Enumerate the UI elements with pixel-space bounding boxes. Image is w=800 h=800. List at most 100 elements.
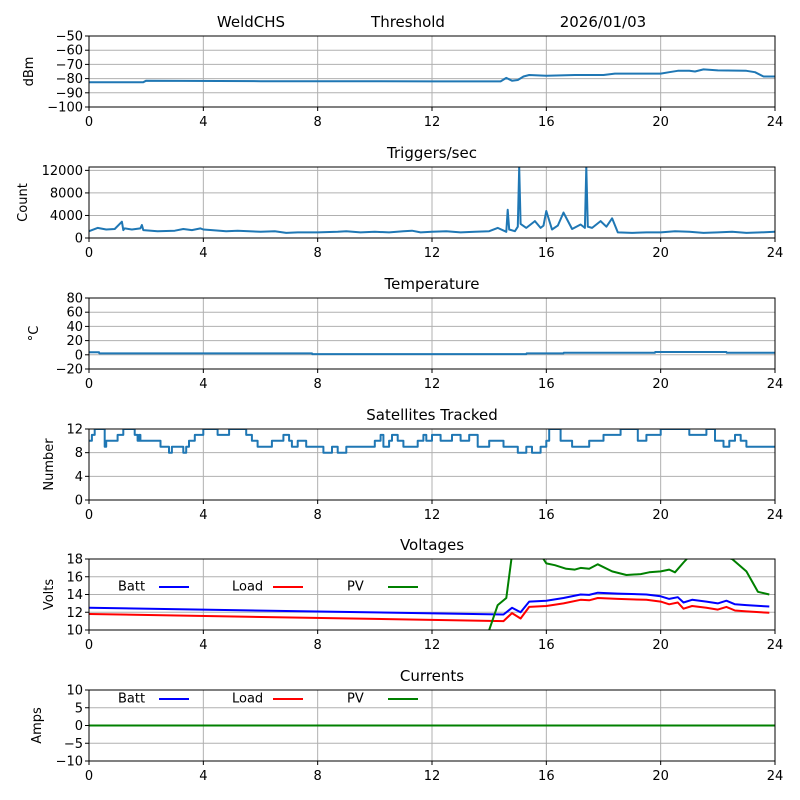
x-tick-label: 12 <box>424 638 441 653</box>
y-tick-label: 80 <box>66 292 83 307</box>
series-line-batt <box>89 591 770 616</box>
x-tick-label: 20 <box>652 377 669 392</box>
x-tick-label: 8 <box>314 115 322 130</box>
x-tick-label: 0 <box>85 508 93 523</box>
y-tick-label: 12000 <box>42 164 83 179</box>
y-tick-label: −70 <box>56 58 83 73</box>
y-tick-label: 8000 <box>50 186 83 201</box>
y-axis-label: Number <box>42 438 57 491</box>
x-tick-label: 20 <box>652 508 669 523</box>
x-tick-label: 12 <box>424 769 441 784</box>
x-tick-label: 24 <box>767 246 784 261</box>
y-tick-label: −10 <box>56 755 83 770</box>
y-tick-label: 4 <box>75 470 83 485</box>
series-line-satellites <box>89 429 775 454</box>
legend-label-load: Load <box>232 692 263 707</box>
x-tick-label: 24 <box>767 508 784 523</box>
y-tick-label: 5 <box>75 701 83 716</box>
y-axis-label: °C <box>27 326 42 342</box>
chart-panel-4: 0 4 8 12 16 20 24 18 16 14 12 10 Voltages Volts Batt Lo… <box>42 536 783 653</box>
y-tick-label: −90 <box>56 86 83 101</box>
chart-title: Temperature <box>383 275 479 293</box>
y-axis-label: Volts <box>42 579 57 611</box>
x-tick-label: 0 <box>85 638 93 653</box>
y-tick-label: −60 <box>56 44 83 59</box>
y-tick-label: 10 <box>66 624 83 639</box>
x-tick-label: 24 <box>767 638 784 653</box>
series-line-dbm <box>89 68 775 84</box>
y-tick-label: 0 <box>75 494 83 509</box>
x-tick-label: 20 <box>652 246 669 261</box>
y-tick-label: 12 <box>66 606 83 621</box>
y-tick-label: −50 <box>56 30 83 45</box>
x-tick-label: 0 <box>85 246 93 261</box>
x-tick-label: 4 <box>199 115 207 130</box>
x-tick-label: 16 <box>538 638 555 653</box>
x-tick-label: 4 <box>199 638 207 653</box>
y-tick-label: 0 <box>75 719 83 734</box>
x-tick-label: 8 <box>314 769 322 784</box>
x-tick-label: 20 <box>652 769 669 784</box>
y-tick-label: −100 <box>47 101 83 116</box>
y-tick-label: 8 <box>75 446 83 461</box>
y-tick-label: 40 <box>66 320 83 335</box>
x-tick-label: 4 <box>199 508 207 523</box>
y-tick-label: 14 <box>66 588 83 603</box>
x-tick-label: 16 <box>538 377 555 392</box>
chart-title: Triggers/sec <box>386 144 477 162</box>
x-tick-label: 16 <box>538 769 555 784</box>
series-line-triggers <box>89 167 775 234</box>
chart-title: Voltages <box>400 536 464 554</box>
x-tick-label: 12 <box>424 246 441 261</box>
chart-panel-1: 0 4 8 12 16 20 24 12000 8000 4000 0 Triggers/sec Cou… <box>16 144 783 261</box>
header-mode: Threshold <box>370 13 445 31</box>
x-tick-label: 16 <box>538 508 555 523</box>
y-axis-label: Amps <box>30 707 45 744</box>
y-tick-label: −80 <box>56 72 83 87</box>
legend-label-pv: PV <box>347 692 364 707</box>
legend-label-pv: PV <box>347 580 364 595</box>
y-tick-label: 12 <box>66 423 83 438</box>
chart-panel-5: 0 4 8 12 16 20 24 10 5 0 −5 −10 Currents Amps Batt Load… <box>30 667 783 784</box>
x-tick-label: 0 <box>85 115 93 130</box>
x-tick-label: 24 <box>767 115 784 130</box>
y-axis-label: dBm <box>22 57 37 87</box>
x-tick-label: 4 <box>199 377 207 392</box>
y-tick-label: 20 <box>66 334 83 349</box>
x-tick-label: 16 <box>538 246 555 261</box>
y-tick-label: −5 <box>64 737 83 752</box>
chart-title: Currents <box>400 667 464 685</box>
x-tick-label: 0 <box>85 377 93 392</box>
legend-label-batt: Batt <box>118 580 145 595</box>
series-line-pv <box>488 559 770 630</box>
y-tick-label: 16 <box>66 570 83 585</box>
x-tick-label: 20 <box>652 638 669 653</box>
y-axis-label: Count <box>16 183 31 222</box>
x-tick-label: 16 <box>538 115 555 130</box>
chart-title: Satellites Tracked <box>366 406 497 424</box>
legend-label-load: Load <box>232 580 263 595</box>
y-tick-label: 0 <box>75 348 83 363</box>
x-tick-label: 24 <box>767 769 784 784</box>
y-tick-label: −20 <box>56 363 83 378</box>
x-tick-label: 8 <box>314 377 322 392</box>
y-tick-label: 18 <box>66 553 83 568</box>
chart-panel-3: 0 4 8 12 16 20 24 12 8 4 0 Satellites Tracked Number <box>42 406 783 523</box>
x-tick-label: 8 <box>314 508 322 523</box>
y-tick-label: 10 <box>66 684 83 699</box>
x-tick-label: 12 <box>424 377 441 392</box>
header-station: WeldCHS <box>217 13 285 31</box>
x-tick-label: 8 <box>314 246 322 261</box>
legend-label-batt: Batt <box>118 692 145 707</box>
y-tick-label: 60 <box>66 306 83 321</box>
x-tick-label: 4 <box>199 246 207 261</box>
y-tick-label: 0 <box>75 232 83 247</box>
series-line-load <box>89 597 770 623</box>
x-tick-label: 12 <box>424 508 441 523</box>
x-tick-label: 20 <box>652 115 669 130</box>
x-tick-label: 4 <box>199 769 207 784</box>
x-tick-label: 8 <box>314 638 322 653</box>
x-tick-label: 24 <box>767 377 784 392</box>
